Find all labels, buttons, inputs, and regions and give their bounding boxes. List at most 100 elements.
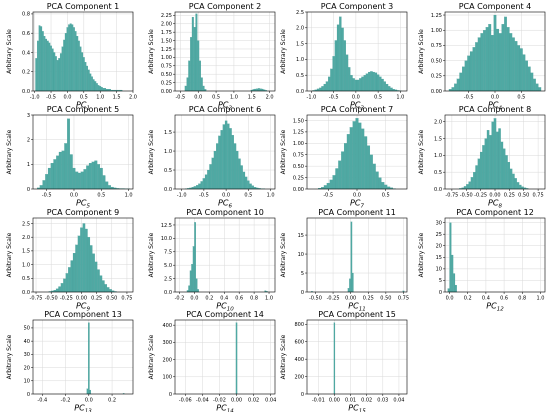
x-tick-label: -0.25 <box>327 296 340 302</box>
histogram-bar <box>338 160 342 190</box>
y-tick-label: 2.00 <box>161 22 172 28</box>
x-tick-label: 0.03 <box>377 398 388 404</box>
histogram-bar <box>102 175 106 190</box>
histogram-bar <box>504 16 507 92</box>
histogram-bar <box>242 171 246 190</box>
y-tick-label: 0.00 <box>161 89 172 95</box>
y-tick-label: 0.50 <box>293 164 304 170</box>
histogram-bar <box>480 33 484 92</box>
plot-area <box>307 320 407 394</box>
histogram-bar <box>199 60 201 92</box>
histogram-bar <box>326 182 330 190</box>
x-tick-label: 0.00 <box>231 398 242 404</box>
x-axis-label: PC11 <box>348 302 365 313</box>
x-tick-label: -1.0 <box>30 95 40 101</box>
histogram-bar <box>375 171 379 190</box>
histogram-bar <box>323 83 326 92</box>
y-tick-label: 1.00 <box>161 55 172 61</box>
y-axis-label: Arbitrary Scale <box>280 232 287 277</box>
histogram-bar <box>102 88 105 92</box>
x-axis-label-subscript: 9 <box>86 307 90 313</box>
histogram-bar <box>60 283 64 293</box>
y-tick-label: 0.75 <box>431 43 442 49</box>
y-axis-label: Arbitrary Scale <box>280 334 287 379</box>
x-axis-label: PC9 <box>76 302 90 313</box>
x-tick-label: 0.02 <box>361 398 372 404</box>
x-tick-label: 0.0 <box>85 398 93 404</box>
x-tick-label: 0.00 <box>489 193 500 199</box>
histogram-bar <box>229 128 232 190</box>
histogram-bar <box>477 158 481 190</box>
x-tick-label: 0.25 <box>91 296 102 302</box>
histogram-bar <box>87 69 90 92</box>
x-tick-label: 0.50 <box>106 296 117 302</box>
histogram-bar <box>538 87 542 92</box>
histogram-bar <box>333 322 336 395</box>
histogram-bar <box>336 24 340 92</box>
histogram-bar <box>68 267 71 293</box>
x-axis-label: PC3 <box>350 101 364 112</box>
histogram-bar <box>46 40 49 92</box>
histogram-bar <box>75 171 79 190</box>
histogram-bar <box>473 172 476 190</box>
histogram-bar <box>94 261 98 293</box>
y-tick-label: 0.5 <box>22 276 30 282</box>
histogram-panel-3: -1.0 -0.5 0.0 0.5 1.0 0.0 0.5 1.0 1.5 2.0 2.5 PCA C… <box>280 2 408 112</box>
histogram-bar <box>385 83 389 92</box>
y-axis-label: Arbitrary Scale <box>148 29 155 74</box>
histogram-bar <box>89 73 92 92</box>
y-tick-label: 2.5 <box>164 276 172 282</box>
x-axis-label-main: PC <box>348 302 359 311</box>
x-axis-label-main: PC <box>218 199 229 208</box>
histogram-bar <box>105 181 109 190</box>
y-tick-label: 0.0 <box>164 187 172 193</box>
histogram-bar <box>463 186 467 190</box>
histogram-bar <box>483 30 486 92</box>
x-axis-label-subscript: 4 <box>498 106 502 112</box>
histogram-bar <box>451 87 455 92</box>
histogram-bar <box>209 164 212 190</box>
histogram-bar <box>482 145 485 190</box>
y-tick-label: 0 <box>169 392 172 398</box>
histogram-bar <box>247 180 250 190</box>
histogram-bar <box>91 76 93 92</box>
x-tick-label: -0.50 <box>460 193 473 199</box>
histogram-bar <box>235 322 238 395</box>
histogram-bar <box>535 83 539 92</box>
y-tick-label: 0 <box>301 392 304 398</box>
y-axis-label: Arbitrary Scale <box>148 334 155 379</box>
histogram-bar <box>514 178 517 190</box>
histogram-panel-14: -0.06 -0.04 -0.02 0.00 0.02 0.04 0 100 200 300 400… <box>148 310 276 412</box>
x-axis-label-main: PC <box>74 404 85 412</box>
y-tick-label: 15 <box>298 233 304 239</box>
axes-frame <box>174 319 276 395</box>
histogram-bar <box>370 71 373 92</box>
plot-area <box>175 320 275 394</box>
x-tick-label: 0.50 <box>380 296 391 302</box>
histogram-bar <box>193 27 196 92</box>
axes-frame <box>306 11 408 92</box>
x-tick-label: 0.0 <box>222 193 230 199</box>
y-tick-label: 10 <box>24 379 30 385</box>
x-axis-label-subscript: 14 <box>227 409 234 412</box>
histogram-bar <box>40 26 43 92</box>
x-axis-label: PC1 <box>76 101 90 112</box>
x-tick-label: 0.8 <box>518 296 526 302</box>
x-tick-label: 0.00 <box>76 296 87 302</box>
histogram-bar <box>76 36 79 92</box>
histogram-bar <box>197 289 199 293</box>
x-tick-label: 0.04 <box>265 398 276 404</box>
histogram-bar <box>453 273 456 293</box>
y-tick-label: 5.0 <box>164 263 172 269</box>
histogram-bar <box>65 273 69 293</box>
axes-frame <box>174 11 276 92</box>
histogram-bar <box>477 37 481 92</box>
histogram-panel-5: -0.5 0.0 0.5 1.0 0 1 2 3 PCA Component 5 PC5 Arbit… <box>6 105 134 210</box>
histogram-bar <box>192 246 195 293</box>
panel-title: PCA Component 13 <box>44 310 122 319</box>
histogram-bar <box>67 118 70 190</box>
histogram-bar <box>379 76 382 92</box>
histogram-bar <box>328 76 331 92</box>
histogram-panel-13: -0.4 -0.2 0.0 0.2 0 10 20 30 40 50 PCA Component 1… <box>6 310 134 412</box>
histogram-bar <box>66 27 69 92</box>
